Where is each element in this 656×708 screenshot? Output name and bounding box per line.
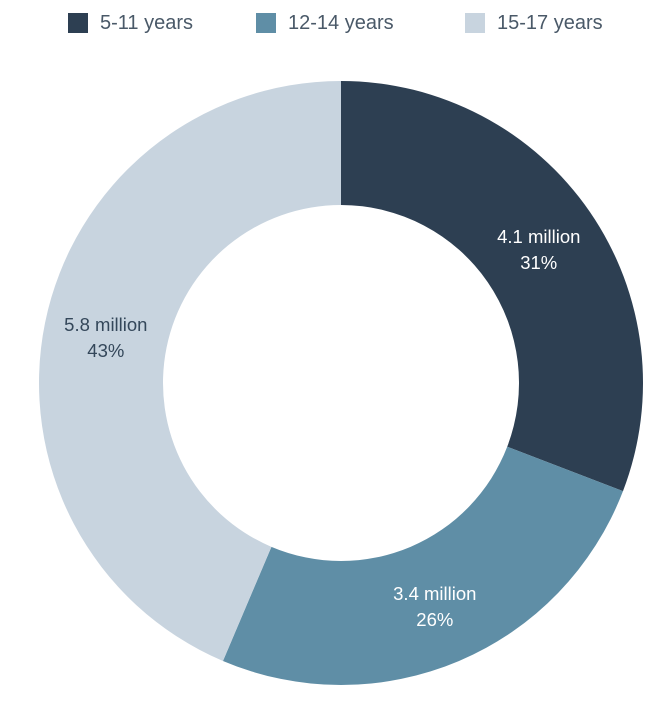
legend-swatch-5-11-years	[68, 13, 88, 33]
legend-swatch-12-14-years	[256, 13, 276, 33]
slice-value-label-12-14-years: 3.4 million	[393, 583, 476, 604]
legend-item-5-11-years: 5-11 years	[68, 8, 193, 38]
slice-value-label-5-11-years: 4.1 million	[497, 226, 580, 247]
legend-label-15-17-years: 15-17 years	[497, 11, 603, 34]
slice-value-label-15-17-years: 5.8 million	[64, 314, 147, 335]
slice-percent-label-12-14-years: 26%	[416, 609, 453, 630]
legend-swatch-15-17-years	[465, 13, 485, 33]
slice-15-17-years	[38, 81, 341, 661]
chart-legend: 5-11 years 12-14 years 15-17 years	[0, 8, 656, 38]
legend-label-12-14-years: 12-14 years	[288, 11, 394, 34]
legend-item-15-17-years: 15-17 years	[465, 8, 603, 38]
legend-label-5-11-years: 5-11 years	[100, 11, 194, 34]
donut-labels: 4.1 million 31% 3.4 million 26% 5.8 million 4…	[64, 226, 580, 630]
slice-5-11-years	[341, 81, 643, 492]
slice-12-14-years	[222, 446, 623, 686]
slice-percent-label-15-17-years: 43%	[87, 340, 124, 361]
legend-item-12-14-years: 12-14 years	[256, 8, 394, 38]
slice-percent-label-5-11-years: 31%	[520, 252, 557, 273]
donut-slices	[38, 81, 643, 686]
